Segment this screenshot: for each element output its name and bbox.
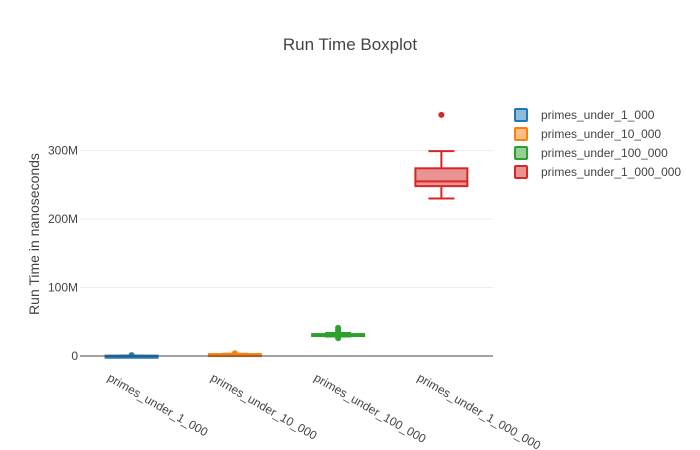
legend-label: primes_under_1_000_000 bbox=[541, 165, 681, 179]
legend-item[interactable]: primes_under_100_000 bbox=[514, 146, 668, 160]
box-primes_under_1_000_000 bbox=[414, 111, 469, 200]
outlier-point bbox=[128, 352, 135, 359]
outlier-point bbox=[335, 324, 342, 331]
legend-item[interactable]: primes_under_1_000 bbox=[514, 108, 655, 122]
y-tick-labels: 0 100M 200M 300M bbox=[48, 144, 78, 364]
outlier-point bbox=[335, 335, 342, 342]
y-tick-label: 200M bbox=[48, 212, 78, 226]
y-tick-label: 300M bbox=[48, 144, 78, 158]
x-tick-label: primes_under_10_000 bbox=[208, 370, 319, 442]
legend-item[interactable]: primes_under_10_000 bbox=[514, 127, 661, 141]
outlier-point bbox=[438, 111, 445, 118]
legend-swatch bbox=[514, 127, 528, 141]
y-axis-title: Run Time in nanoseconds bbox=[26, 153, 42, 315]
x-tick-label: primes_under_100_000 bbox=[312, 370, 429, 446]
legend-swatch bbox=[514, 108, 528, 122]
legend-label: primes_under_100_000 bbox=[541, 146, 668, 160]
box-series bbox=[104, 111, 469, 359]
outlier-point bbox=[231, 350, 238, 357]
box-primes_under_1_000 bbox=[104, 352, 159, 359]
legend-item[interactable]: primes_under_1_000_000 bbox=[514, 165, 681, 179]
y-tick-label: 0 bbox=[71, 349, 78, 363]
iqr-box bbox=[414, 167, 469, 188]
box-primes_under_100_000 bbox=[311, 324, 366, 342]
legend-label: primes_under_10_000 bbox=[541, 127, 661, 141]
y-gridlines bbox=[80, 150, 493, 288]
chart-title: Run Time Boxplot bbox=[283, 35, 417, 54]
legend-swatch bbox=[514, 165, 528, 179]
x-tick-label: primes_under_1_000 bbox=[105, 370, 211, 439]
legend: primes_under_1_000 primes_under_10_000pri… bbox=[514, 108, 681, 179]
box-primes_under_10_000 bbox=[207, 350, 262, 358]
legend-swatch bbox=[514, 146, 528, 160]
x-tick-label: primes_under_1_000_000 bbox=[415, 370, 544, 450]
legend-label: primes_under_1_000 bbox=[541, 108, 655, 122]
y-tick-label: 100M bbox=[48, 281, 78, 295]
x-tick-labels: primes_under_1_000primes_under_10_000pri… bbox=[105, 370, 543, 450]
